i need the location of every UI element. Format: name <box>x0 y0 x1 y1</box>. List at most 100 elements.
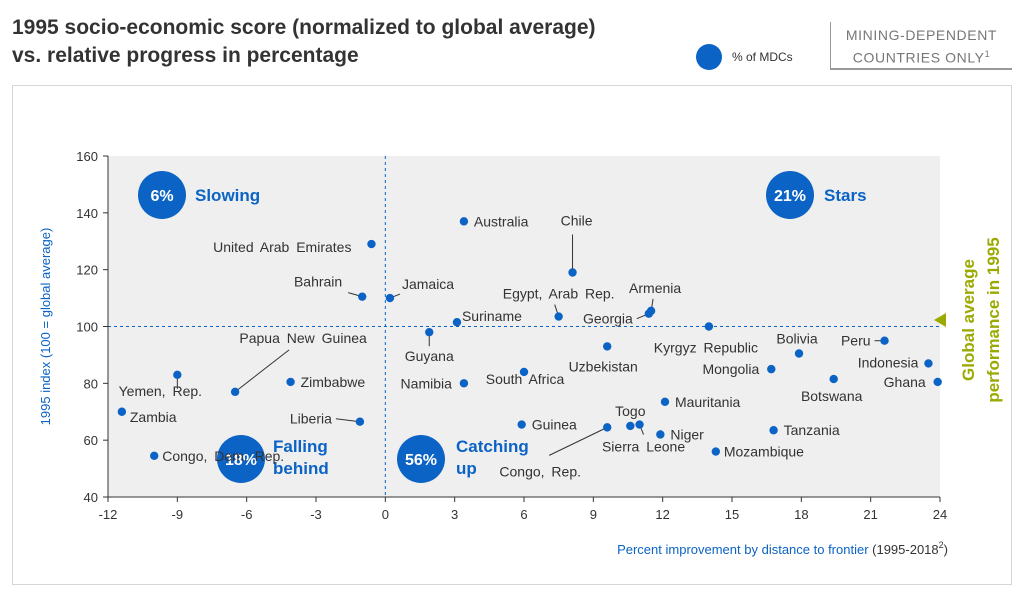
x-tick-label: 3 <box>451 507 458 522</box>
point-label-niger: Niger <box>670 426 704 442</box>
point-sierra-leone <box>635 420 644 429</box>
point-label-south-africa: South Africa <box>486 371 565 387</box>
y-tick-label: 140 <box>76 206 98 221</box>
point-label-botswana: Botswana <box>801 388 863 404</box>
point-label-congo-dem-rep: Congo, Dem. Rep. <box>162 448 284 464</box>
quadrant-label-falling-behind: Falling <box>273 437 328 456</box>
point-label-chile: Chile <box>561 213 593 229</box>
x-tick-label: 24 <box>933 507 947 522</box>
point-label-suriname: Suriname <box>462 308 522 324</box>
mining-note-text: MINING-DEPENDENT COUNTRIES ONLY <box>845 27 998 66</box>
legend-marker-icon <box>696 44 722 70</box>
point-label-egypt-arab-rep: Egypt, Arab Rep. <box>503 286 615 302</box>
point-label-guyana: Guyana <box>405 348 454 364</box>
y-tick-label: 120 <box>76 263 98 278</box>
point-label-mauritania: Mauritania <box>675 394 741 410</box>
point-egypt-arab-rep <box>554 312 563 321</box>
point-namibia <box>459 379 469 388</box>
quadrant-label-catching-up-line2: up <box>456 459 477 478</box>
point-label-bolivia: Bolivia <box>776 330 817 346</box>
quadrant-badge-stars <box>766 171 814 219</box>
x-tick-label: 9 <box>590 507 597 522</box>
chart-frame <box>12 85 1012 585</box>
point-indonesia <box>924 359 933 368</box>
x-tick-label: -6 <box>241 507 253 522</box>
point-peru <box>880 336 889 345</box>
y-tick-label: 100 <box>76 320 98 335</box>
legend-label: % of MDCs <box>732 50 793 64</box>
point-united-arab-emirates <box>367 239 376 249</box>
point-label-peru: Peru <box>841 333 871 349</box>
point-liberia <box>355 417 365 426</box>
point-label-armenia: Armenia <box>629 280 681 296</box>
quadrant-badge-falling-behind <box>217 435 265 483</box>
point-bahrain <box>358 292 367 301</box>
point-niger <box>656 430 665 439</box>
point-bolivia <box>794 349 804 358</box>
x-tick-label: 21 <box>863 507 877 522</box>
x-axis-label: Percent improvement by distance to front… <box>617 540 948 557</box>
x-tick-label: -12 <box>99 507 118 522</box>
point-guyana <box>425 327 434 337</box>
point-yemen-rep <box>173 370 182 380</box>
point-label-indonesia: Indonesia <box>858 354 919 370</box>
mining-dependent-note: MINING-DEPENDENT COUNTRIES ONLY1 <box>830 22 1012 70</box>
point-label-liberia: Liberia <box>290 411 332 427</box>
y-axis-label: 1995 index (100 = global average) <box>38 228 53 426</box>
point-chile <box>568 268 577 277</box>
point-label-yemen-rep: Yemen, Rep. <box>119 383 202 399</box>
point-congo-dem-rep <box>150 451 159 460</box>
point-georgia <box>644 309 653 318</box>
point-zambia <box>117 407 127 416</box>
point-congo-rep <box>603 423 612 432</box>
point-label-tanzania: Tanzania <box>784 422 840 438</box>
point-label-uzbekistan: Uzbekistan <box>569 358 638 374</box>
point-uzbekistan <box>603 342 612 351</box>
point-south-africa <box>519 367 529 377</box>
quadrant-share-catching-up: 56% <box>405 452 437 469</box>
point-label-kyrgyz-republic: Kyrgyz Republic <box>654 340 758 356</box>
x-tick-label: 12 <box>655 507 669 522</box>
point-mauritania <box>660 397 670 407</box>
point-jamaica <box>385 293 395 303</box>
y-tick-label: 80 <box>84 376 98 391</box>
y-tick-label: 160 <box>76 149 98 164</box>
x-tick-label: 0 <box>382 507 389 522</box>
x-tick-label: 15 <box>725 507 739 522</box>
point-label-zimbabwe: Zimbabwe <box>301 374 366 390</box>
point-tanzania <box>769 426 778 435</box>
quadrant-badge-slowing <box>138 171 186 219</box>
point-botswana <box>829 374 838 384</box>
point-label-togo: Togo <box>615 403 646 419</box>
point-australia <box>459 217 469 226</box>
leader-line-papua-new-guinea <box>234 349 290 393</box>
point-label-zambia: Zambia <box>130 409 177 425</box>
point-label-papua-new-guinea: Papua New Guinea <box>239 330 367 346</box>
point-papua-new-guinea <box>230 387 240 397</box>
x-tick-label: 6 <box>520 507 527 522</box>
chart-title: 1995 socio-economic score (normalized to… <box>12 16 596 67</box>
side-label-line1: Global average <box>959 259 978 381</box>
quadrant-label-stars: Stars <box>824 186 867 205</box>
point-label-guinea: Guinea <box>532 417 577 433</box>
side-label-line2: performance in 1995 <box>984 237 1003 402</box>
point-ghana <box>933 377 942 387</box>
quadrant-label-slowing: Slowing <box>195 186 260 205</box>
point-togo <box>626 421 635 431</box>
legend: % of MDCs <box>696 44 793 70</box>
quadrant-share-stars: 21% <box>774 188 806 205</box>
quadrant-label-catching-up: Catching <box>456 437 529 456</box>
x-tick-label: -3 <box>310 507 322 522</box>
point-label-jamaica: Jamaica <box>402 276 454 292</box>
point-mozambique <box>711 447 721 456</box>
y-tick-label: 60 <box>84 433 98 448</box>
global-average-marker-icon <box>934 313 946 327</box>
x-tick-label: 18 <box>794 507 808 522</box>
quadrant-share-falling-behind: 18% <box>225 452 257 469</box>
point-guinea <box>517 420 526 429</box>
point-zimbabwe <box>286 377 295 387</box>
point-label-namibia: Namibia <box>401 375 453 391</box>
point-label-bahrain: Bahrain <box>294 274 342 290</box>
point-mongolia <box>767 364 776 374</box>
point-label-united-arab-emirates: United Arab Emirates <box>213 239 351 255</box>
